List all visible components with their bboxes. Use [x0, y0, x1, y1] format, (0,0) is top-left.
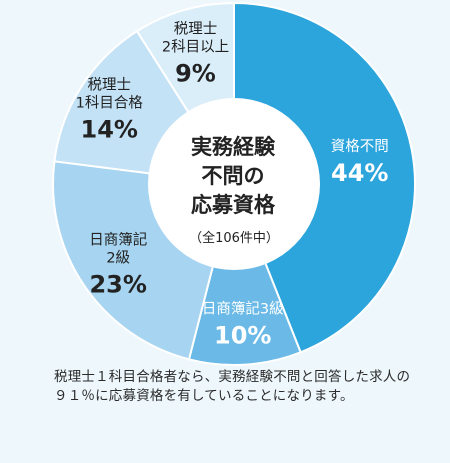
slice-label-1-line-1: 資格不問: [331, 138, 389, 155]
slice-value-5: 9%: [175, 59, 216, 87]
slice-label-4-line-1: 税理士: [88, 76, 132, 93]
slice-value-1: 44%: [331, 159, 388, 187]
center-title-line-3: 応募資格: [191, 193, 276, 217]
donut-center: [148, 98, 320, 270]
center-title-line-2: 不問の: [202, 164, 265, 188]
donut-chart: 実務経験不問の応募資格 （全106件中） 資格不問 44% 日商簿記3級 10% 日商簿記…: [52, 1, 416, 366]
slice-label-3-line-2: 2級: [106, 250, 130, 267]
slice-value-3: 23%: [89, 271, 146, 299]
center-subtitle: （全106件中）: [189, 230, 279, 246]
slice-label-4-line-2: 1科目合格: [76, 94, 144, 111]
slice-label-3-line-1: 日商簿記: [89, 232, 147, 249]
slice-label-5-line-1: 税理士: [174, 20, 218, 37]
slice-2: [187, 180, 302, 366]
slice-value-2: 10%: [214, 322, 271, 350]
slice-label-2-line-1: 日商簿記3級: [202, 301, 284, 318]
center-title-line-1: 実務経験: [191, 135, 276, 159]
slice-label-5-line-2: 2科目以上: [162, 38, 229, 55]
slice-value-4: 14%: [81, 115, 138, 143]
slice-1: [233, 1, 416, 354]
chart-caption: 税理士１科目合格者なら、実務経験不問と回答した求人の９１％に応募資格を有している…: [54, 369, 411, 404]
